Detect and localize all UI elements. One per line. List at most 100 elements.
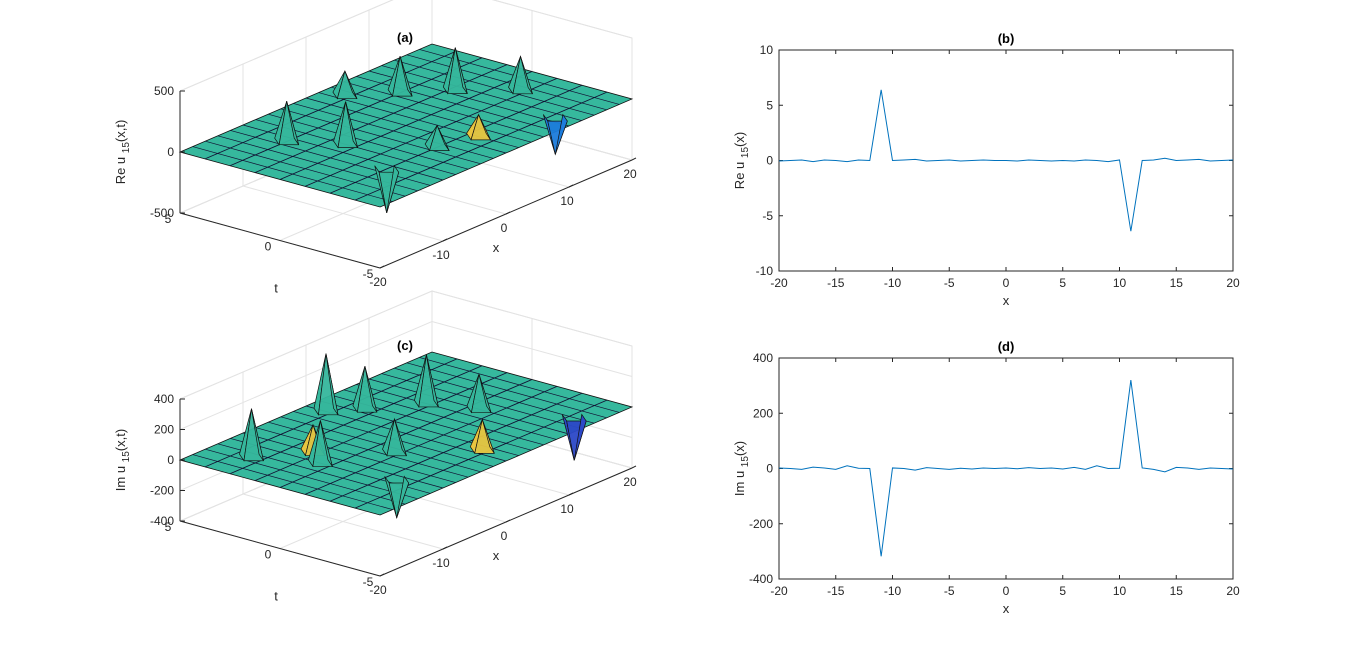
x-tick-label: 15 bbox=[1170, 584, 1184, 598]
t-axis-line bbox=[179, 520, 381, 577]
plot-b: -20 -15 -10 -5 0 5 10 15 20 -10 -5 0 5 10 (b) x Re u 15(… bbox=[732, 31, 1240, 308]
x-tick-label: 5 bbox=[1059, 276, 1066, 290]
x-tick bbox=[442, 546, 448, 550]
x-tick-label: 0 bbox=[501, 221, 508, 235]
surface-peak bbox=[394, 418, 407, 456]
t-axis-label: t bbox=[274, 589, 278, 604]
x-tick-label: 20 bbox=[1226, 276, 1240, 290]
mesh-line bbox=[304, 385, 558, 495]
y-tick-label: 0 bbox=[766, 154, 773, 168]
y-tick-label: 0 bbox=[766, 462, 773, 476]
z-tick-label: -500 bbox=[150, 206, 174, 220]
z-tick-label: 500 bbox=[154, 84, 174, 98]
series-line bbox=[778, 89, 1234, 232]
y-tick-label: -400 bbox=[749, 572, 773, 586]
surface-peak bbox=[454, 47, 468, 94]
mesh-line bbox=[329, 84, 583, 194]
surface-peak bbox=[520, 56, 533, 94]
x-tick-label: -10 bbox=[884, 276, 902, 290]
y-tick-label: -10 bbox=[756, 264, 774, 278]
mesh-line bbox=[229, 57, 483, 167]
plot-title: (b) bbox=[998, 31, 1015, 46]
x-tick bbox=[631, 157, 637, 161]
surface-peak bbox=[344, 70, 358, 99]
x-tick-label: -5 bbox=[944, 584, 955, 598]
x-tick-label: 20 bbox=[1226, 584, 1240, 598]
z-grid-line bbox=[179, 0, 633, 92]
mesh-line bbox=[254, 372, 508, 482]
surface-peak bbox=[286, 101, 300, 145]
surface-peak bbox=[396, 475, 410, 518]
x-tick-label: 5 bbox=[1059, 584, 1066, 598]
plot-title: (a) bbox=[397, 30, 413, 45]
x-tick-label: 10 bbox=[1113, 584, 1127, 598]
surface-peak bbox=[573, 413, 587, 461]
t-axis-line bbox=[179, 212, 381, 269]
mesh-line bbox=[329, 392, 583, 502]
surface-peak bbox=[320, 420, 333, 467]
x-tick bbox=[442, 238, 448, 242]
x-tick-label: 10 bbox=[560, 502, 574, 516]
plot-d: -20 -15 -10 -5 0 5 10 15 20 -400 -200 0 200 400 (d) x Im… bbox=[732, 339, 1240, 616]
surface-peak bbox=[478, 374, 492, 413]
x-tick bbox=[631, 465, 637, 469]
x-tick bbox=[568, 492, 574, 496]
surface-peak bbox=[386, 164, 400, 213]
axes-box bbox=[778, 357, 1234, 580]
surface-peak bbox=[426, 354, 439, 408]
y-axis-label: Re u 15(x) bbox=[732, 132, 751, 189]
t-axis-label: t bbox=[274, 281, 278, 296]
surface-peak bbox=[554, 113, 568, 155]
z-axis-label: Re u 15(x,t) bbox=[113, 120, 132, 185]
surface-peak bbox=[478, 114, 491, 141]
y-tick-label: 400 bbox=[753, 351, 773, 365]
z-tick-label: 0 bbox=[167, 145, 174, 159]
x-tick bbox=[379, 265, 385, 269]
x-tick bbox=[505, 519, 511, 523]
x-tick bbox=[379, 573, 385, 577]
t-tick-label: 0 bbox=[265, 240, 272, 254]
x-tick-label: -15 bbox=[827, 276, 845, 290]
x-tick-label: 0 bbox=[1003, 584, 1010, 598]
y-tick-label: -200 bbox=[749, 517, 773, 531]
x-tick-label: -10 bbox=[432, 556, 450, 570]
plot-a: -20 -10 0 10 20 -5 0 5-500 0 500 x t Re u 15(x,t) (a) bbox=[113, 0, 637, 296]
z-grid-line bbox=[179, 320, 633, 430]
x-tick-label: -10 bbox=[884, 584, 902, 598]
y-axis-label: Im u 15(x) bbox=[732, 441, 751, 496]
t-tick-label: 5 bbox=[165, 520, 172, 534]
x-tick-label: 20 bbox=[623, 475, 637, 489]
plot-title: (c) bbox=[397, 338, 413, 353]
y-tick-label: -5 bbox=[762, 209, 773, 223]
mesh-line bbox=[354, 91, 608, 201]
x-tick-label: 15 bbox=[1170, 276, 1184, 290]
x-tick-label: -20 bbox=[369, 583, 387, 597]
mesh-line bbox=[279, 379, 533, 488]
t-tick-label: -5 bbox=[363, 575, 374, 589]
z-tick-label: -400 bbox=[150, 514, 174, 528]
x-tick bbox=[505, 211, 511, 215]
x-tick-label: 20 bbox=[623, 167, 637, 181]
surface-peak bbox=[251, 408, 264, 461]
x-axis-label: x bbox=[1003, 293, 1010, 308]
x-tick-label: -20 bbox=[369, 275, 387, 289]
x-tick bbox=[568, 184, 574, 188]
z-grid-line bbox=[179, 290, 633, 400]
x-tick-label: 0 bbox=[1003, 276, 1010, 290]
x-axis-label: x bbox=[493, 240, 500, 255]
series-line bbox=[778, 380, 1234, 557]
surface-peak bbox=[399, 56, 413, 97]
surface-peak bbox=[436, 125, 450, 151]
x-tick-label: 0 bbox=[501, 529, 508, 543]
x-tick-label: -15 bbox=[827, 584, 845, 598]
x-tick-label: -20 bbox=[770, 276, 788, 290]
y-tick-label: 5 bbox=[766, 98, 773, 112]
z-tick-label: 200 bbox=[154, 423, 174, 437]
mesh-line bbox=[279, 71, 533, 180]
x-tick-label: 10 bbox=[1113, 276, 1127, 290]
t-tick-label: -5 bbox=[363, 267, 374, 281]
z-axis-label: Im u 15(x,t) bbox=[113, 429, 132, 491]
x-tick-label: -5 bbox=[944, 276, 955, 290]
t-tick-label: 5 bbox=[165, 212, 172, 226]
